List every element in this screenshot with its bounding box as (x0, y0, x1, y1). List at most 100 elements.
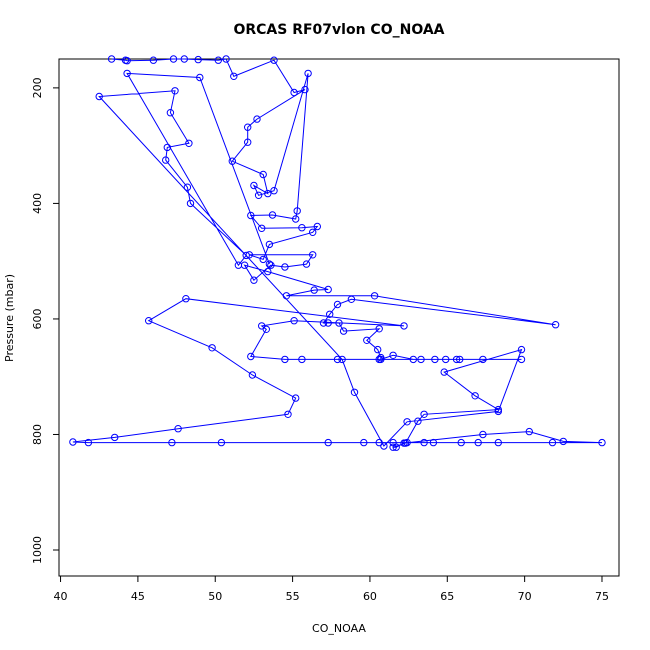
data-point (174, 425, 182, 433)
data-point (270, 56, 278, 64)
y-axis: 200 400 600 800 1000 (31, 77, 60, 564)
data-point (304, 69, 312, 78)
x-tick-label: 60 (363, 590, 377, 603)
data-point (284, 410, 292, 418)
data-point (479, 430, 487, 439)
data-point (242, 251, 250, 260)
x-tick-label: 50 (208, 590, 222, 603)
data-point (264, 189, 272, 198)
data-point (230, 72, 238, 81)
data-point (84, 438, 93, 447)
data-point (375, 325, 383, 333)
data-point (375, 355, 383, 364)
y-tick-label: 800 (31, 424, 44, 445)
data-point (431, 355, 439, 364)
data-point (247, 211, 255, 220)
data-point (517, 345, 526, 354)
data-point (258, 322, 266, 330)
data-point (250, 181, 258, 190)
data-point (290, 88, 298, 97)
x-axis-label: CO_NOAA (312, 622, 366, 635)
data-point (335, 319, 343, 327)
data-point (250, 276, 258, 284)
data-point (169, 55, 178, 63)
data-point (452, 355, 461, 364)
data-point (282, 292, 291, 300)
series-lines (72, 58, 603, 448)
y-tick-label: 200 (31, 77, 44, 98)
data-point (228, 157, 237, 165)
data-point (254, 191, 263, 200)
data-point (375, 438, 383, 447)
data-point (494, 438, 502, 447)
data-point (268, 211, 277, 219)
data-point (389, 351, 397, 359)
data-point (347, 295, 356, 303)
data-point (69, 438, 77, 446)
x-tick-label: 75 (595, 590, 609, 603)
data-point (339, 327, 348, 335)
data-point (183, 183, 192, 191)
data-point (392, 443, 400, 451)
data-point (281, 355, 289, 364)
data-point (149, 56, 158, 64)
y-tick-label: 600 (31, 308, 44, 329)
data-point (551, 321, 560, 329)
data-point (258, 224, 266, 233)
data-point (298, 224, 306, 232)
data-point (479, 355, 487, 364)
data-point (324, 285, 332, 294)
data-point (457, 438, 465, 447)
data-point (598, 438, 606, 447)
data-point (456, 355, 464, 364)
data-point (186, 199, 195, 208)
data-point (494, 407, 502, 416)
data-point (244, 123, 252, 131)
data-point (234, 261, 243, 269)
data-point (171, 87, 179, 95)
data-point (270, 187, 278, 195)
x-tick-label: 45 (131, 590, 145, 603)
data-point (302, 260, 311, 268)
data-point (180, 55, 189, 63)
data-point (420, 438, 428, 447)
data-point (310, 286, 318, 294)
chart-title: ORCAS RF07vlon CO_NOAA (233, 22, 444, 38)
data-point (374, 345, 382, 354)
data-point (162, 156, 170, 164)
data-point (370, 292, 379, 300)
y-tick-label: 1000 (31, 536, 44, 564)
data-point (429, 438, 438, 447)
data-point (208, 344, 216, 352)
data-point (360, 438, 368, 447)
data-point (440, 368, 448, 376)
data-point (244, 138, 252, 146)
data-point (111, 433, 119, 442)
data-point (259, 255, 267, 264)
data-point (107, 55, 116, 63)
x-tick-label: 40 (54, 590, 68, 603)
data-point (247, 352, 255, 361)
data-point (253, 115, 261, 123)
data-point (309, 228, 317, 237)
data-point (265, 260, 274, 268)
data-point (145, 317, 153, 325)
data-point (281, 263, 289, 271)
data-point (217, 438, 226, 447)
data-point (248, 371, 257, 379)
data-point (380, 442, 388, 450)
data-point (414, 417, 422, 425)
data-point (182, 295, 190, 303)
data-point (471, 392, 479, 400)
data-point (123, 57, 131, 65)
data-point (403, 418, 411, 426)
series-line (72, 58, 603, 448)
data-point (293, 207, 301, 215)
data-point (400, 322, 408, 330)
y-axis-label: Pressure (mbar) (3, 274, 16, 362)
x-tick-label: 55 (286, 590, 300, 603)
data-point (324, 319, 332, 327)
y-tick-label: 400 (31, 193, 44, 214)
data-point (324, 438, 332, 447)
data-point (338, 355, 346, 364)
